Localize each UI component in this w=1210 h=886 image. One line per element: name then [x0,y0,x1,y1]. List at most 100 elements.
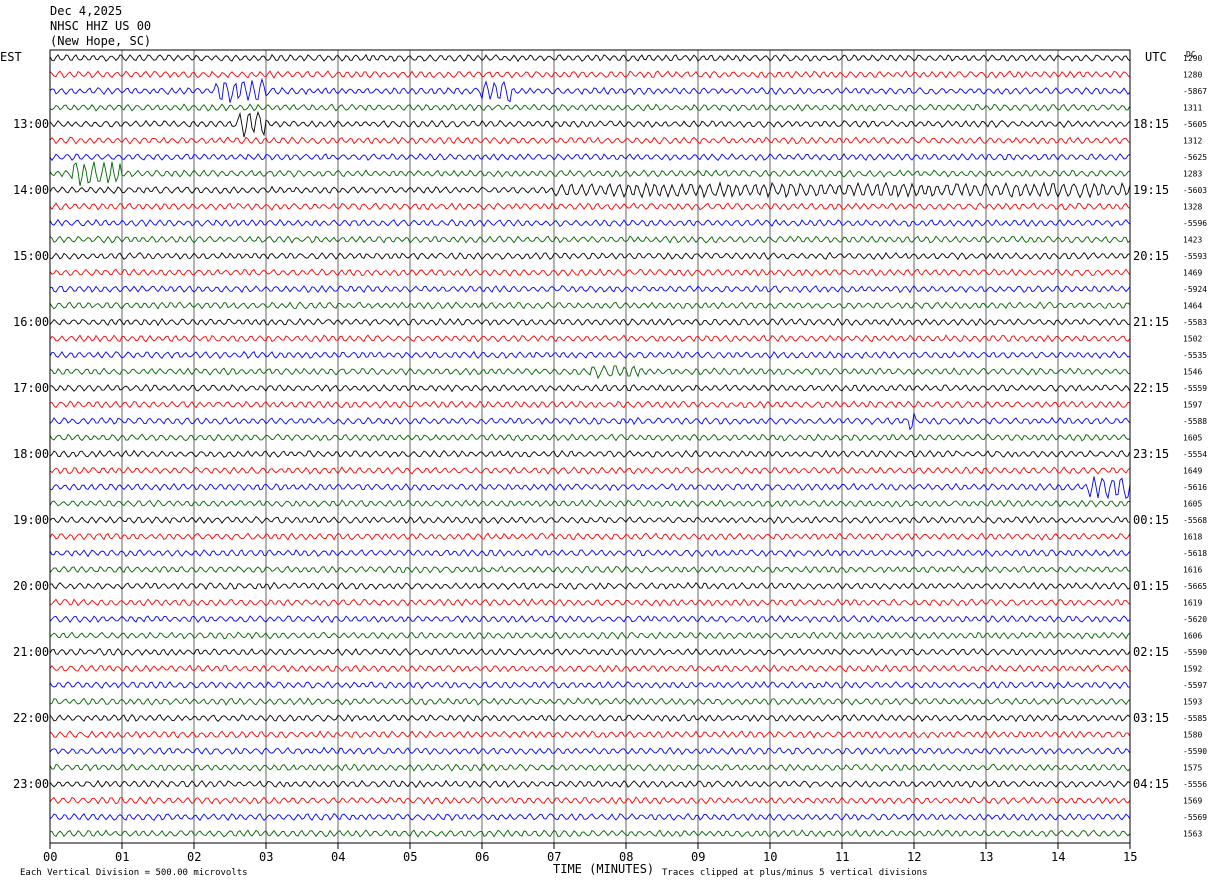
dc-offset-label: -5924 [1183,285,1207,294]
seismic-trace [49,77,1131,103]
x-tick-label: 15 [1123,850,1137,864]
seismic-trace [49,202,1131,211]
seismic-trace [49,746,1131,756]
dc-offset-label: -5554 [1183,450,1207,459]
x-tick-label: 05 [403,850,417,864]
seismic-trace [49,235,1131,244]
x-tick-label: 10 [763,850,777,864]
grid-lines [49,50,1131,843]
dc-column-label: DC [1186,50,1196,59]
dc-offset-label: -5625 [1183,153,1207,162]
right-hour-label: 23:15 [1133,447,1169,461]
seismic-trace [49,400,1131,409]
x-tick-label: 04 [331,850,345,864]
dc-offset-label: -5605 [1183,120,1207,129]
x-tick-label: 13 [979,850,993,864]
seismic-trace [49,614,1131,624]
right-timezone-label: UTC [1145,50,1167,64]
dc-offset-label: -5588 [1183,417,1207,426]
left-hour-label: 16:00 [13,315,49,329]
seismic-trace [49,730,1131,739]
dc-offset-label: -5590 [1183,648,1207,657]
seismic-trace [49,476,1131,500]
dc-offset-label: 1328 [1183,203,1202,212]
seismic-trace [49,449,1131,458]
dc-offset-label: 1606 [1183,632,1202,641]
x-tick-label: 14 [1051,850,1065,864]
seismic-trace [49,413,1131,431]
dc-offset-label: 1616 [1183,566,1202,575]
left-timezone-label: EST [0,50,22,64]
seismic-trace [49,466,1131,475]
seismic-trace [49,383,1131,393]
seismic-trace [49,317,1131,327]
right-hour-label: 01:15 [1133,579,1169,593]
dc-offset-label: 1597 [1183,401,1202,410]
dc-offset-label: 1312 [1183,137,1202,146]
dc-offset-label: -5559 [1183,384,1207,393]
dc-offset-label: 1618 [1183,533,1202,542]
dc-offset-label: 1546 [1183,368,1202,377]
trace-group [49,53,1131,838]
right-hour-label: 04:15 [1133,777,1169,791]
right-hour-label: 22:15 [1133,381,1169,395]
x-tick-label: 01 [115,850,129,864]
dc-offset-label: -5603 [1183,186,1207,195]
dc-offset-label: -5597 [1183,681,1207,690]
x-tick-label: 00 [43,850,57,864]
left-hour-labels: 13:00 14:00 15:00 16:00 17:00 18:00 19:00 20:00… [13,117,49,791]
seismic-trace [49,515,1131,525]
right-hour-label: 19:15 [1133,183,1169,197]
right-hour-labels: 18:15 19:15 20:15 21:15 22:15 23:15 00:15 01:15… [1133,117,1169,791]
plot-frame [49,49,1131,844]
seismic-trace [49,829,1131,838]
x-tick-label: 08 [619,850,633,864]
right-hour-label: 20:15 [1133,249,1169,263]
x-tick-label: 11 [835,850,849,864]
clip-note: Traces clipped at plus/minus 5 vertical … [662,868,928,878]
seismic-trace [49,713,1131,723]
dc-offset-label: 1592 [1183,665,1202,674]
dc-offset-label: 1563 [1183,830,1202,839]
dc-offset-label: 1290 [1183,54,1202,63]
seismic-trace [49,152,1131,162]
seismic-trace [49,532,1131,541]
dc-offset-label: -5585 [1183,714,1207,723]
dc-offset-label: 1569 [1183,797,1202,806]
seismic-trace [49,779,1131,789]
seismic-trace [49,697,1131,706]
seismic-trace [49,647,1131,657]
dc-offset-label: 1575 [1183,764,1202,773]
dc-offset-label: -5556 [1183,780,1207,789]
dc-offset-label: 1502 [1183,335,1202,344]
left-hour-label: 13:00 [13,117,49,131]
seismic-trace [49,763,1131,772]
dc-offset-label: -5620 [1183,615,1207,624]
left-hour-label: 23:00 [13,777,49,791]
dc-offset-label: -5867 [1183,87,1207,96]
seismic-trace [49,631,1131,640]
seismic-trace [49,268,1131,277]
dc-offset-label: 1593 [1183,698,1202,707]
left-hour-label: 21:00 [13,645,49,659]
seismic-trace [49,110,1131,138]
dc-offset-label: 1283 [1183,170,1202,179]
seismic-trace [49,334,1131,343]
seismic-trace [49,680,1131,690]
left-hour-label: 18:00 [13,447,49,461]
right-hour-label: 21:15 [1133,315,1169,329]
seismic-trace [49,251,1131,261]
x-tick-label: 02 [187,850,201,864]
seismic-trace [49,350,1131,360]
header-date: Dec 4,2025 [50,4,123,18]
dc-offset-label: -5535 [1183,351,1207,360]
dc-offset-label: -5596 [1183,219,1207,228]
dc-offset-label: -5616 [1183,483,1207,492]
left-hour-label: 14:00 [13,183,49,197]
x-axis-ticks: 00 01 02 03 04 05 06 07 08 09 10 11 12 13 14 15 [43,843,1137,864]
seismic-trace [49,70,1131,79]
dc-offset-label: 1280 [1183,71,1202,80]
dc-offset-label: 1649 [1183,467,1202,476]
left-hour-label: 19:00 [13,513,49,527]
